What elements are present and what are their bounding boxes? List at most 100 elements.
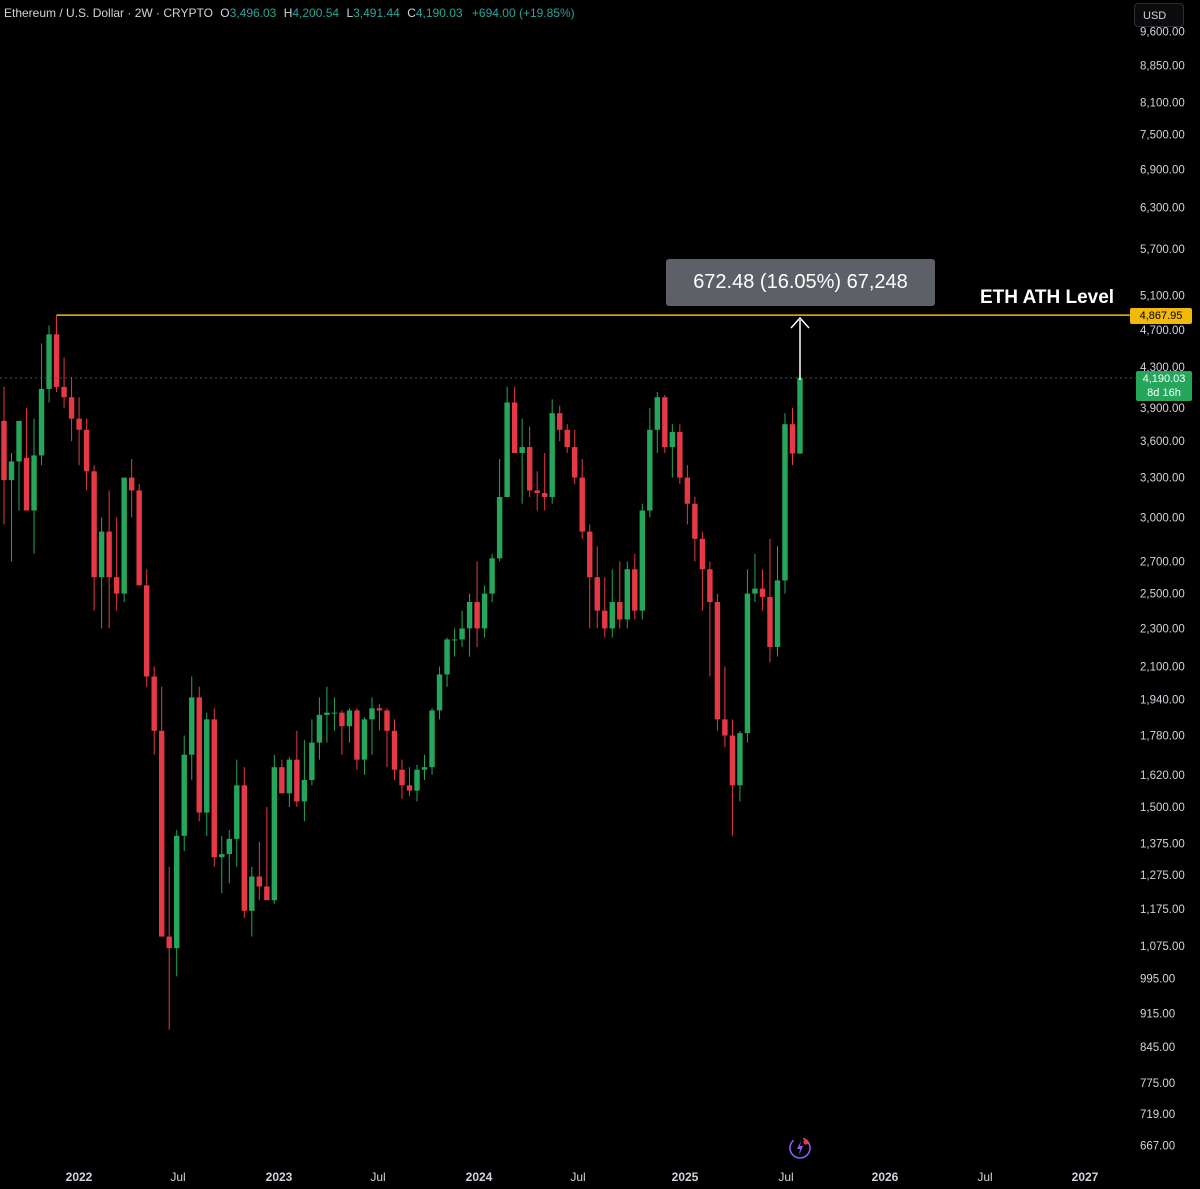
candle[interactable] (339, 710, 345, 755)
candle[interactable] (309, 719, 315, 786)
candle[interactable] (692, 497, 698, 562)
candle[interactable] (38, 343, 45, 466)
candle[interactable] (699, 531, 706, 611)
candle[interactable] (91, 465, 97, 611)
candle[interactable] (752, 553, 758, 603)
candle[interactable] (594, 546, 600, 629)
candle[interactable] (361, 717, 368, 775)
candle[interactable] (511, 386, 518, 454)
candle[interactable] (174, 829, 180, 977)
candle[interactable] (429, 708, 435, 775)
candle[interactable] (526, 426, 533, 498)
candle[interactable] (632, 553, 638, 620)
candle[interactable] (639, 503, 646, 620)
candle[interactable] (549, 399, 555, 504)
candle[interactable] (128, 459, 135, 518)
candle[interactable] (121, 477, 127, 603)
candle[interactable] (196, 686, 202, 822)
candle[interactable] (654, 392, 661, 454)
candle[interactable] (684, 465, 691, 525)
candle[interactable] (136, 483, 142, 586)
candle[interactable] (564, 424, 570, 454)
candle[interactable] (376, 703, 383, 731)
candle[interactable] (301, 740, 308, 822)
candle[interactable] (399, 759, 405, 799)
candle[interactable] (316, 697, 323, 760)
candle[interactable] (474, 561, 480, 647)
candle[interactable] (158, 686, 165, 937)
candle[interactable] (572, 429, 578, 484)
candle[interactable] (324, 686, 330, 743)
candle[interactable] (113, 517, 120, 611)
candle[interactable] (587, 524, 593, 629)
candle[interactable] (782, 413, 788, 594)
candle[interactable] (151, 666, 157, 755)
candle[interactable] (391, 719, 398, 781)
candle[interactable] (16, 420, 22, 511)
candle[interactable] (617, 561, 623, 629)
candle[interactable] (662, 395, 668, 454)
candle[interactable] (759, 569, 766, 611)
candle[interactable] (767, 538, 773, 663)
sparkle-logo-icon[interactable] (788, 1136, 812, 1160)
candle[interactable] (294, 730, 300, 807)
candle[interactable] (602, 577, 608, 638)
candle[interactable] (98, 517, 105, 629)
candle[interactable] (504, 386, 510, 498)
candle[interactable] (68, 376, 75, 442)
candle[interactable] (219, 835, 225, 894)
candle[interactable] (729, 719, 736, 836)
candle[interactable] (647, 407, 653, 518)
candle[interactable] (384, 708, 390, 768)
candle[interactable] (61, 357, 67, 408)
candle[interactable] (406, 767, 413, 797)
candle[interactable] (8, 453, 15, 562)
candle[interactable] (286, 757, 293, 807)
candle[interactable] (722, 666, 728, 748)
candle[interactable] (369, 697, 375, 755)
candle[interactable] (354, 708, 360, 770)
candle[interactable] (579, 459, 585, 539)
candle[interactable] (181, 735, 187, 852)
candle[interactable] (737, 730, 743, 802)
candle[interactable] (436, 666, 443, 720)
candle[interactable] (421, 754, 428, 781)
candle[interactable] (106, 490, 112, 629)
candle[interactable] (23, 407, 30, 511)
candle[interactable] (234, 759, 240, 867)
candle[interactable] (744, 569, 751, 743)
candle[interactable] (451, 628, 458, 657)
candle[interactable] (609, 569, 615, 638)
candle[interactable] (76, 397, 82, 466)
candle[interactable] (556, 405, 563, 442)
candle[interactable] (264, 807, 270, 901)
candle[interactable] (714, 593, 721, 731)
candle[interactable] (534, 471, 540, 511)
candle[interactable] (166, 866, 172, 1030)
candle[interactable] (669, 424, 676, 478)
candle[interactable] (249, 866, 255, 937)
candle[interactable] (541, 453, 548, 511)
candle[interactable] (459, 610, 465, 647)
candle[interactable] (271, 754, 278, 904)
candle[interactable] (519, 418, 525, 504)
candle[interactable] (707, 561, 713, 677)
candle[interactable] (346, 708, 353, 743)
candle[interactable] (444, 637, 450, 687)
candle[interactable] (31, 418, 37, 554)
candle[interactable] (46, 325, 52, 403)
candle[interactable] (624, 561, 630, 629)
candle[interactable] (677, 424, 683, 484)
currency-button[interactable]: USD (1134, 3, 1184, 27)
candle[interactable] (774, 546, 781, 657)
candle[interactable] (414, 764, 420, 802)
candle[interactable] (53, 314, 60, 393)
candle[interactable] (204, 712, 210, 836)
candle[interactable] (331, 697, 338, 731)
candle[interactable] (481, 585, 488, 638)
candle[interactable] (256, 841, 263, 901)
candle[interactable] (489, 553, 495, 603)
symbol-title[interactable]: Ethereum / U.S. Dollar · 2W · CRYPTO (4, 6, 213, 20)
candle[interactable] (143, 569, 150, 687)
